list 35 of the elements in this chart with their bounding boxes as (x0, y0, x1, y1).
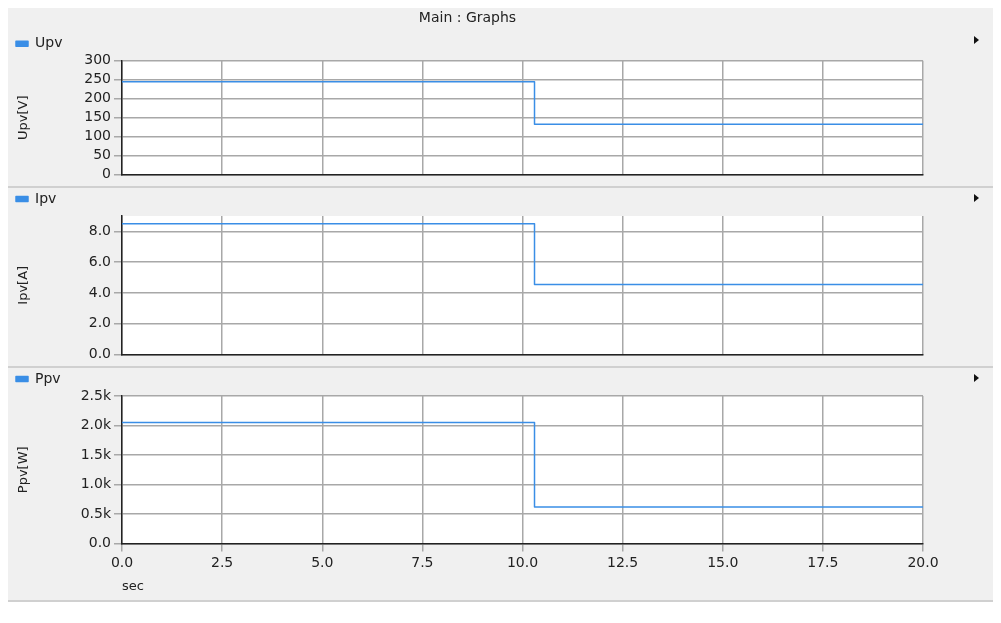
y-tick-label: 150 (84, 108, 111, 125)
y-tick-label: 2.5k (80, 386, 112, 403)
y-tick-label: 2.0 (88, 314, 111, 331)
x-tick-label: 2.5 (210, 553, 234, 570)
y-tick-label: 8.0 (88, 222, 111, 239)
legend-label: Upv (35, 34, 63, 51)
x-tick-label: 0.0 (110, 553, 134, 570)
y-tick-label: 300 (84, 51, 111, 68)
x-tick-label: 17.5 (807, 553, 839, 570)
y-tick-label: 2.0k (80, 416, 112, 433)
y-tick-label: 0 (102, 165, 111, 182)
y-axis-title: Ipv[A] (15, 265, 31, 305)
legend-label: Ipv (35, 189, 57, 206)
y-tick-label: 6.0 (88, 252, 111, 269)
y-tick-label: 50 (93, 146, 111, 163)
y-axis-title: Upv[V] (15, 95, 31, 140)
y-tick-label: 0.5k (80, 504, 112, 521)
chart-title: Main : Graphs (418, 9, 517, 26)
y-tick-label: 0.0 (88, 345, 111, 362)
x-tick-label: 12.5 (607, 553, 639, 570)
y-axis-title: Ppv[W] (15, 446, 31, 494)
y-tick-label: 1.0k (80, 475, 112, 492)
y-tick-label: 200 (84, 89, 111, 106)
y-tick-label: 4.0 (88, 283, 111, 300)
x-tick-label: 7.5 (411, 553, 434, 570)
x-axis-title: sec (122, 577, 144, 593)
legend-label: Ppv (35, 369, 61, 386)
x-tick-label: 20.0 (907, 553, 939, 570)
y-tick-label: 100 (84, 127, 111, 144)
x-tick-label: 10.0 (506, 553, 539, 570)
x-tick-label: 15.0 (707, 553, 739, 570)
y-tick-label: 250 (84, 70, 111, 87)
x-tick-label: 5.0 (311, 553, 334, 570)
y-tick-label: 0.0 (88, 534, 111, 551)
y-tick-label: 1.5k (80, 445, 112, 462)
